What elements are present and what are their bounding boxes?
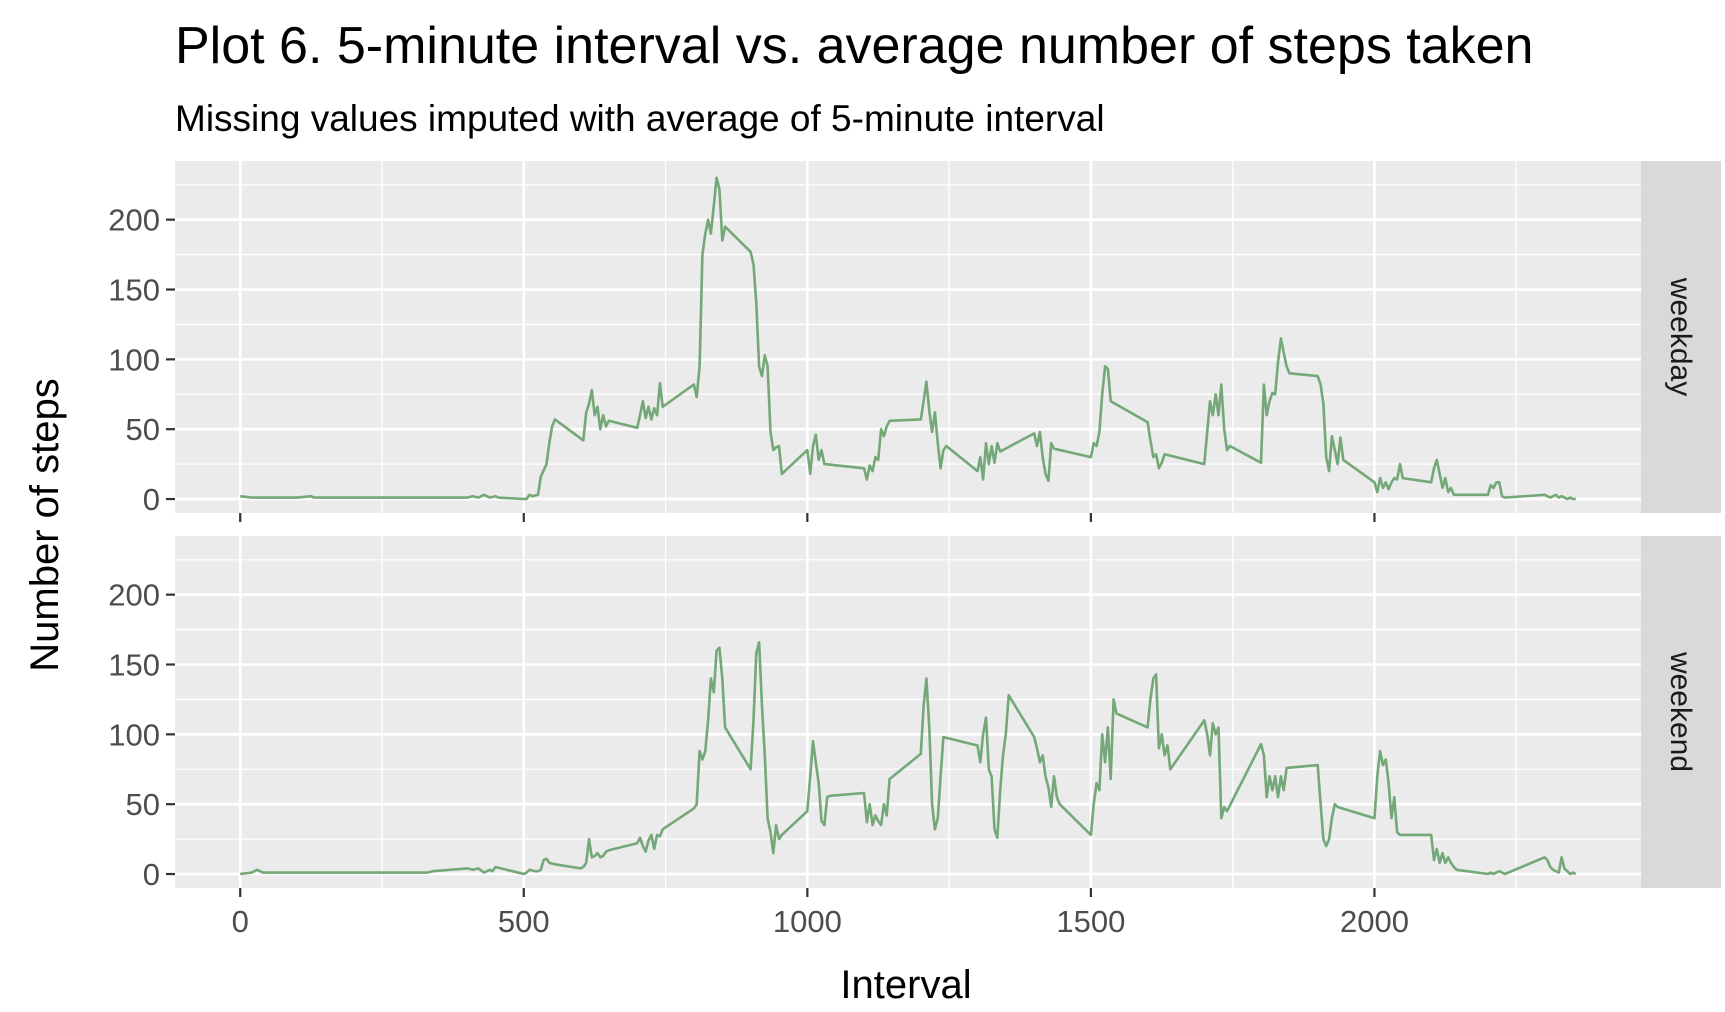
y-tick-label: 0 [143, 857, 160, 892]
y-axis-title: Number of steps [23, 378, 67, 671]
facet-strip [1641, 536, 1721, 888]
facet-strip-label: weekday [1664, 277, 1697, 396]
y-tick-label: 100 [108, 717, 160, 752]
x-tick-label: 1000 [773, 904, 842, 939]
chart-subtitle: Missing values imputed with average of 5… [175, 98, 1105, 139]
series-line-weekday [240, 176, 1576, 501]
y-tick-label: 0 [143, 482, 160, 517]
facet-strip [1641, 161, 1721, 513]
series-line-weekend [240, 640, 1577, 876]
x-tick-label: 1500 [1056, 904, 1125, 939]
y-tick-label: 200 [108, 578, 160, 613]
x-tick-label: 500 [498, 904, 550, 939]
x-axis-title: Interval [840, 963, 971, 1007]
panel-background [175, 161, 1641, 513]
chart-title: Plot 6. 5-minute interval vs. average nu… [175, 17, 1533, 75]
facet-panel-weekday: 0 50 100 150 200 weekday [108, 161, 1721, 522]
y-tick-label: 150 [108, 648, 160, 683]
x-tick-label: 2000 [1340, 904, 1409, 939]
y-tick-label: 50 [126, 412, 160, 447]
y-tick-label: 200 [108, 203, 160, 238]
x-tick-label: 0 [232, 904, 249, 939]
y-tick-label: 150 [108, 273, 160, 308]
y-tick-label: 100 [108, 342, 160, 377]
facet-strip-label: weekend [1664, 651, 1697, 772]
y-tick-label: 50 [126, 787, 160, 822]
